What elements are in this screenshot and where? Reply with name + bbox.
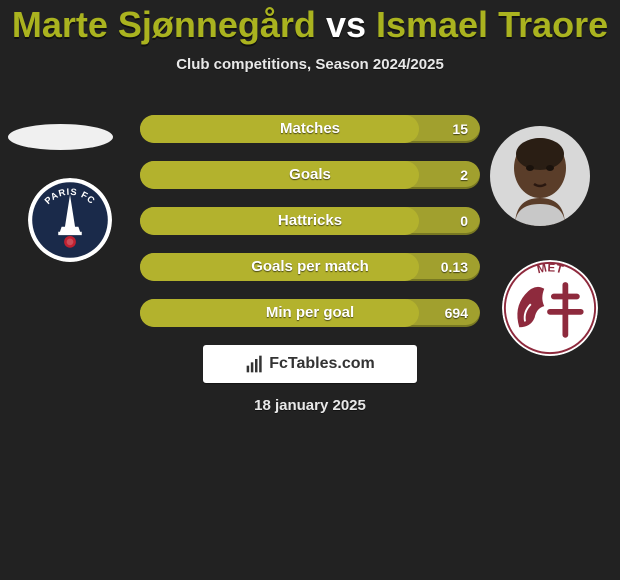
player2-avatar xyxy=(490,126,590,226)
stat-label: Min per goal xyxy=(140,299,480,327)
stats-container: Matches 15 Goals 2 Hattricks 0 Goals per… xyxy=(140,115,480,327)
player1-club-badge: PARIS FC xyxy=(28,178,112,262)
stat-row: Goals 2 xyxy=(140,161,480,189)
stat-value: 2 xyxy=(460,161,468,189)
stat-label: Matches xyxy=(140,115,480,143)
metz-logo-icon: MET xyxy=(502,260,598,356)
competition-subtitle: Club competitions, Season 2024/2025 xyxy=(0,56,620,73)
stat-value: 694 xyxy=(445,299,468,327)
stat-row: Matches 15 xyxy=(140,115,480,143)
svg-text:MET: MET xyxy=(536,262,564,276)
stat-value: 15 xyxy=(452,115,468,143)
snapshot-date: 18 january 2025 xyxy=(0,397,620,414)
fctables-logo-icon xyxy=(245,354,265,374)
player2-club-badge: MET xyxy=(502,260,598,356)
stat-label: Goals per match xyxy=(140,253,480,281)
fctables-text: FcTables.com xyxy=(269,355,375,373)
player2-name: Ismael Traore xyxy=(376,4,608,45)
stat-value: 0.13 xyxy=(441,253,468,281)
stat-value: 0 xyxy=(460,207,468,235)
player1-avatar-placeholder xyxy=(8,124,113,150)
stat-row: Min per goal 694 xyxy=(140,299,480,327)
comparison-title: Marte Sjønnegård vs Ismael Traore xyxy=(0,0,620,46)
stat-row: Goals per match 0.13 xyxy=(140,253,480,281)
stat-row: Hattricks 0 xyxy=(140,207,480,235)
vs-separator: vs xyxy=(316,4,376,45)
stat-label: Hattricks xyxy=(140,207,480,235)
stat-label: Goals xyxy=(140,161,480,189)
paris-fc-logo-icon: PARIS FC xyxy=(28,178,112,262)
player2-portrait-icon xyxy=(490,126,590,226)
fctables-watermark: FcTables.com xyxy=(203,345,417,383)
player1-name: Marte Sjønnegård xyxy=(12,4,316,45)
